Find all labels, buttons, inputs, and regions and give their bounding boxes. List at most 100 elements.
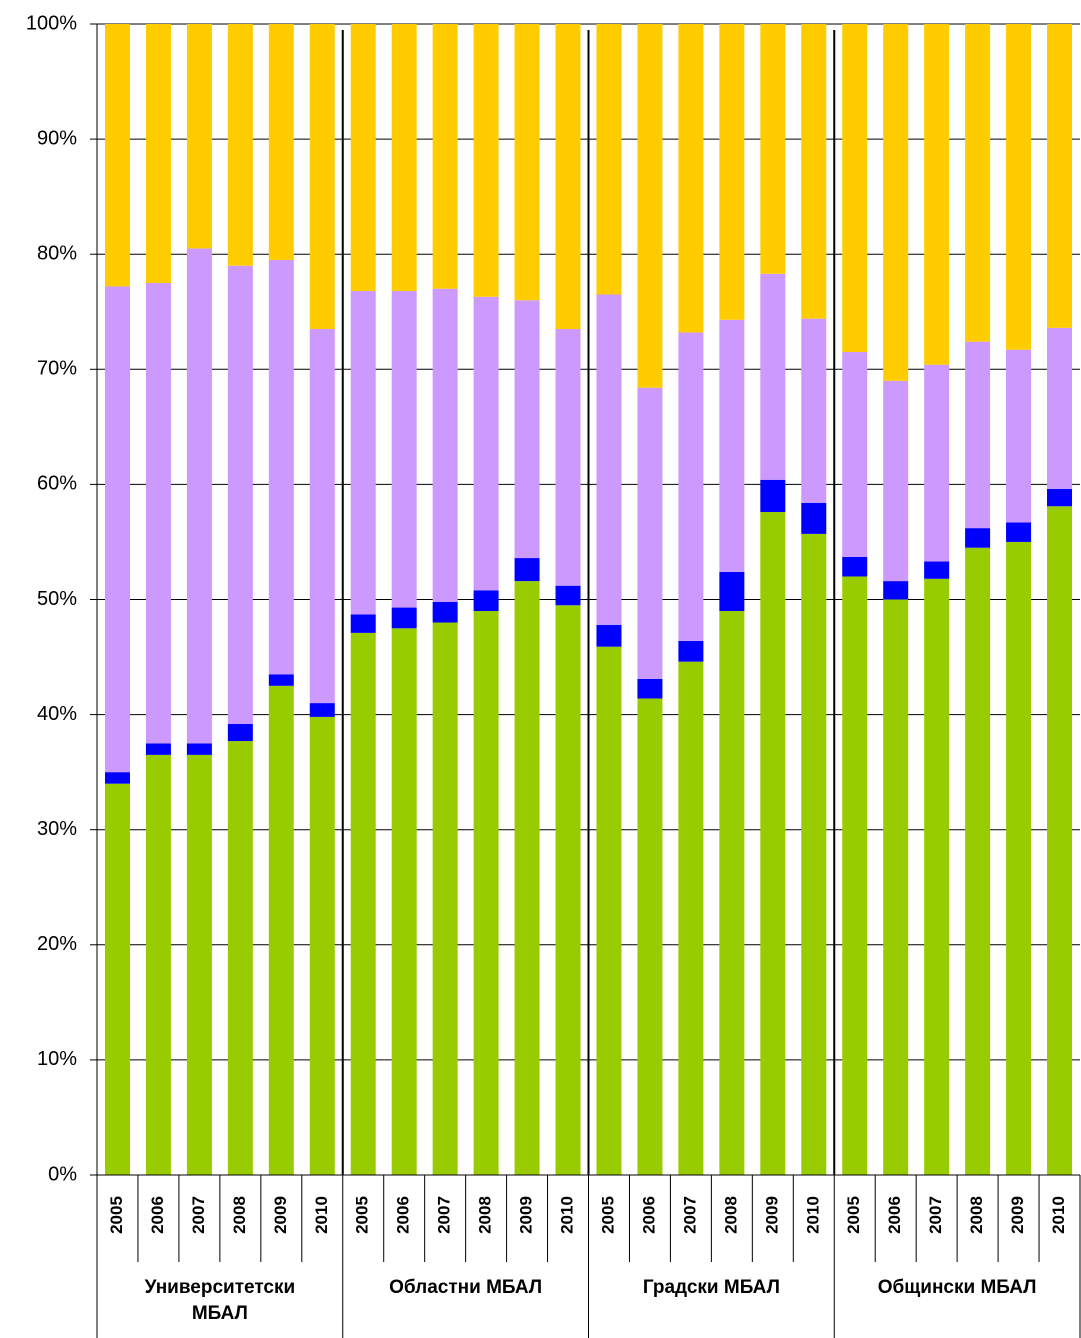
bar-segment — [391, 607, 417, 629]
bar-segment — [104, 772, 130, 784]
x-tick-label: 2005 — [844, 1196, 863, 1234]
bar-segment — [473, 590, 499, 612]
bar-segment — [637, 387, 663, 679]
y-tick-label: 80% — [37, 242, 77, 264]
bar-segment — [186, 248, 212, 744]
x-tick-label: 2007 — [680, 1196, 699, 1234]
bar-segment — [514, 558, 540, 582]
y-tick-label: 30% — [37, 818, 77, 840]
bar-segment — [514, 24, 540, 301]
bar-segment — [432, 622, 458, 1175]
bar-segment — [145, 754, 171, 1175]
bar-segment — [719, 24, 745, 320]
x-tick-label: 2009 — [271, 1196, 290, 1234]
bar-segment — [1047, 506, 1073, 1175]
x-tick-label: 2010 — [558, 1196, 577, 1234]
bar-segment — [514, 300, 540, 559]
bar-segment — [1006, 541, 1032, 1175]
bar-segment — [432, 601, 458, 623]
bar-segment — [1047, 327, 1073, 490]
bar-segment — [104, 286, 130, 773]
bar-segment — [801, 318, 827, 503]
bar-segment — [596, 24, 622, 295]
bar-segment — [1006, 349, 1032, 523]
y-tick-label: 50% — [37, 588, 77, 610]
bar-segment — [965, 341, 991, 529]
bar-segment — [1006, 522, 1032, 542]
x-tick-label: 2007 — [926, 1196, 945, 1234]
y-tick-label: 70% — [37, 358, 77, 380]
bar-segment — [268, 685, 294, 1175]
bar-segment — [924, 578, 950, 1175]
bar-segment — [555, 24, 581, 330]
y-tick-label: 0% — [48, 1163, 77, 1185]
y-tick-label: 90% — [37, 127, 77, 149]
bar-segment — [350, 291, 376, 615]
x-tick-label: 2007 — [189, 1196, 208, 1234]
bar-segment — [760, 479, 786, 513]
bar-segment — [473, 296, 499, 591]
bar-segment — [801, 24, 827, 319]
bar-segment — [432, 288, 458, 602]
bar-segment — [432, 24, 458, 289]
bar-segment — [350, 24, 376, 292]
bar-segment — [842, 352, 868, 557]
bar-segment — [1006, 24, 1032, 350]
bar-segment — [924, 364, 950, 562]
bar-segment — [473, 611, 499, 1175]
bar-segment — [760, 273, 786, 480]
x-tick-label: 2005 — [353, 1196, 372, 1234]
bar-segment — [965, 528, 991, 548]
bar-segment — [514, 581, 540, 1175]
x-tick-label: 2007 — [435, 1196, 454, 1234]
y-tick-label: 60% — [37, 473, 77, 495]
bar-segment — [555, 329, 581, 586]
x-tick-label: 2008 — [230, 1196, 249, 1234]
bar-segment — [883, 24, 909, 381]
bar-segment — [145, 24, 171, 283]
x-tick-label: 2006 — [394, 1196, 413, 1234]
bar-segment — [842, 576, 868, 1175]
bar-segment — [883, 599, 909, 1175]
x-tick-label: 2010 — [312, 1196, 331, 1234]
bar-segment — [842, 556, 868, 577]
bar-segment — [678, 661, 704, 1175]
bar-segment — [555, 585, 581, 606]
bar-segment — [391, 628, 417, 1175]
bar-segment — [924, 561, 950, 579]
bar-segment — [678, 24, 704, 333]
bar-segment — [391, 24, 417, 292]
bar-segment — [637, 698, 663, 1175]
bar-segment — [596, 624, 622, 647]
y-tick-label: 40% — [37, 703, 77, 725]
bar-segment — [268, 24, 294, 260]
bar-segment — [965, 547, 991, 1175]
bar-segment — [883, 380, 909, 582]
bar-segment — [801, 502, 827, 534]
x-tick-label: 2008 — [476, 1196, 495, 1234]
x-tick-label: 2009 — [762, 1196, 781, 1234]
bar-segment — [924, 24, 950, 365]
bar-segment — [104, 783, 130, 1175]
bar-segment — [596, 646, 622, 1175]
bar-segment — [842, 24, 868, 353]
group-label: Общински МБАЛ — [877, 1277, 1037, 1298]
bar-segment — [227, 24, 253, 266]
bar-segment — [1047, 24, 1073, 328]
bar-segment — [227, 741, 253, 1175]
bar-segment — [719, 571, 745, 612]
bar-segment — [104, 24, 130, 287]
bar-segment — [309, 329, 335, 704]
y-tick-label: 10% — [37, 1048, 77, 1070]
bar-segment — [268, 259, 294, 675]
bar-segment — [186, 743, 212, 755]
group-label: Областни МБАЛ — [389, 1277, 543, 1298]
bar-segment — [760, 512, 786, 1175]
x-tick-label: 2009 — [1008, 1196, 1027, 1234]
x-tick-label: 2009 — [517, 1196, 536, 1234]
bar-segment — [391, 291, 417, 608]
x-tick-label: 2005 — [107, 1196, 126, 1234]
bar-segment — [678, 332, 704, 641]
bar-segment — [268, 674, 294, 686]
